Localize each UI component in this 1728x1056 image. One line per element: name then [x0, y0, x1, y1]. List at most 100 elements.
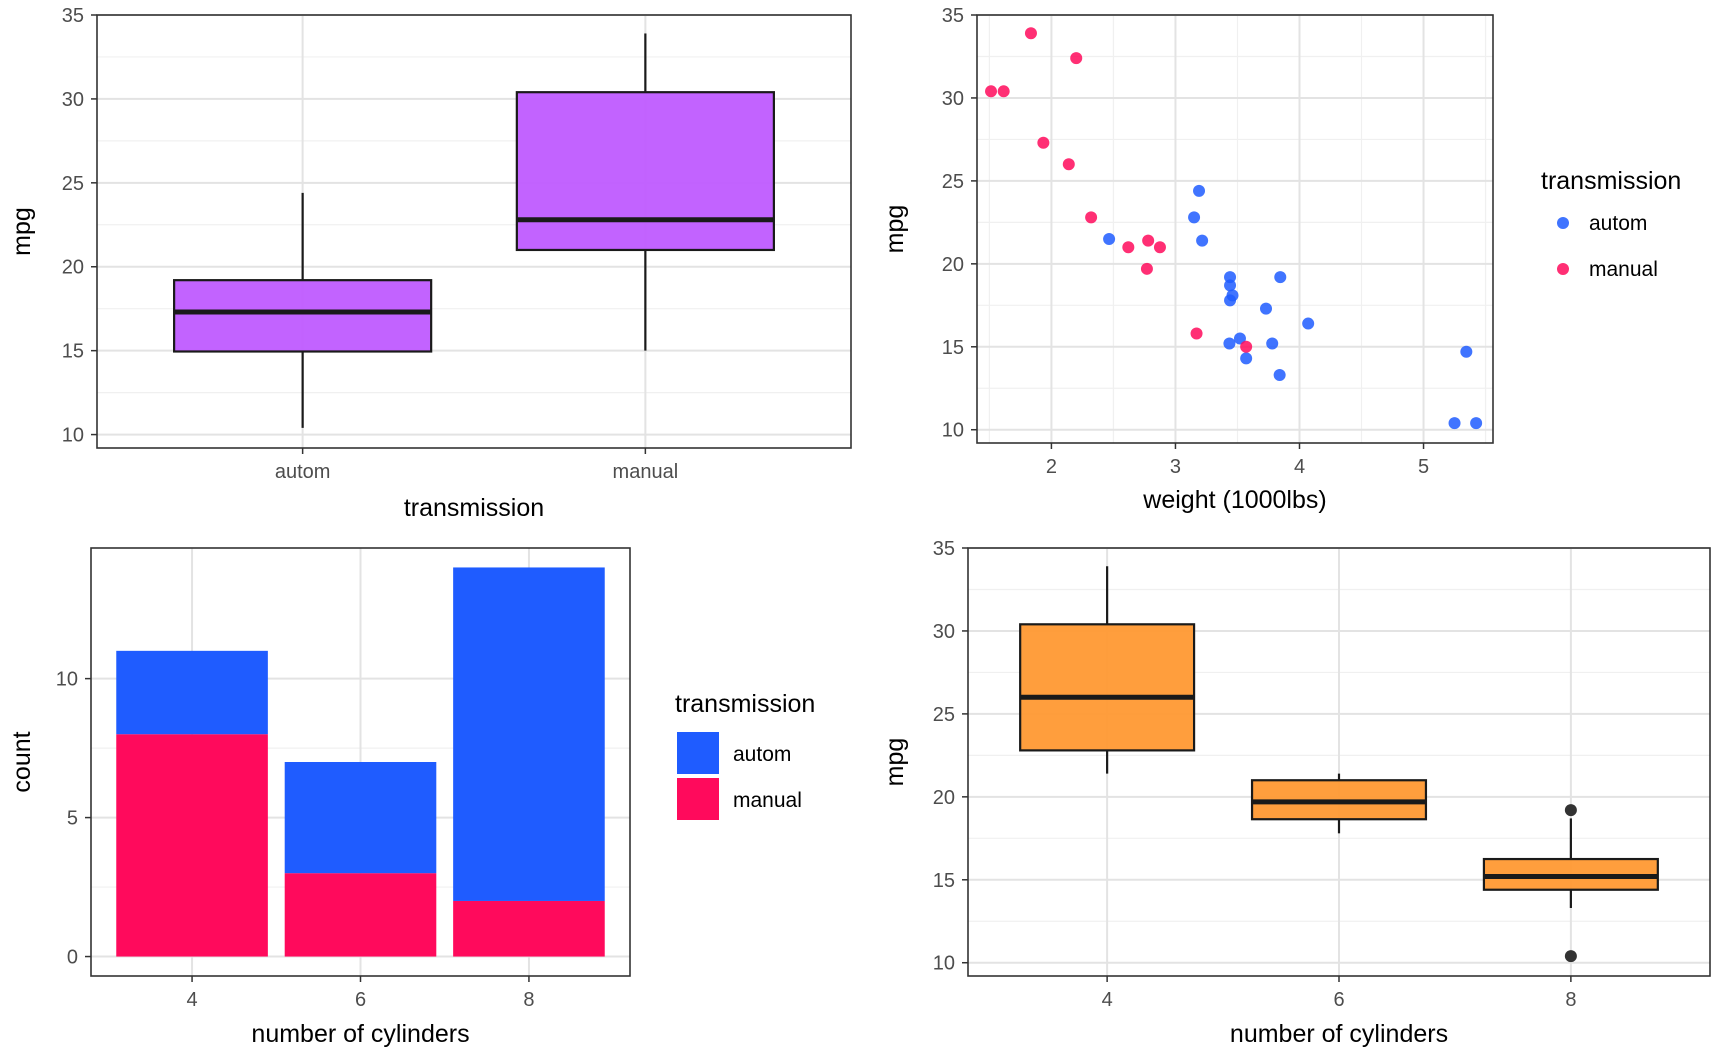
point-manual	[1024, 27, 1037, 40]
y-tick-label: 20	[942, 254, 964, 276]
point-autom	[1470, 417, 1483, 430]
panel-cylinders-boxplot: 10 15 20 25 30 35 4 6 8 number of cylinders mpg	[881, 538, 1711, 1048]
point-autom	[1266, 337, 1279, 350]
point-manual	[997, 85, 1010, 98]
legend-label-autom: autom	[1589, 212, 1647, 235]
y-axis-title: mpg	[881, 738, 909, 787]
y-tick-label: 30	[933, 621, 955, 643]
plot-background	[977, 15, 1493, 443]
outlier-point	[1564, 804, 1577, 817]
x-tick-label: autom	[275, 461, 331, 483]
panel-border	[976, 14, 1494, 444]
point-autom	[1260, 302, 1273, 315]
box-4	[1019, 623, 1196, 752]
y-axis-title: mpg	[881, 205, 909, 254]
bar-autom-6	[284, 762, 437, 874]
x-axis-title: transmission	[404, 494, 544, 522]
point-manual	[1140, 262, 1153, 275]
x-tick-label: manual	[613, 461, 679, 483]
y-axis-title: count	[8, 731, 36, 792]
point-manual	[985, 85, 998, 98]
legend-label-manual: manual	[733, 789, 802, 812]
box-autom	[173, 279, 433, 353]
bar-manual-8	[453, 900, 605, 957]
point-autom	[1448, 417, 1461, 430]
y-tick-label: 35	[62, 5, 84, 27]
x-tick-label: 6	[355, 989, 366, 1011]
point-manual	[1142, 234, 1155, 247]
y-tick-label: 25	[933, 704, 955, 726]
y-tick-label: 35	[942, 5, 964, 27]
panel-weight-scatter: 10 15 20 25 30 35 2 3 4 5 weight (1000lbs) mpg trans…	[881, 5, 1681, 514]
y-tick-label: 10	[933, 953, 955, 975]
point-manual	[1085, 211, 1098, 224]
y-tick-label: 25	[942, 171, 964, 193]
panel-cylinders-bar: 0 5 10 4 6 8 number of cylinders count transmiss…	[8, 547, 815, 1048]
y-tick-label: 10	[56, 669, 78, 691]
legend-label-manual: manual	[1589, 258, 1658, 281]
x-tick-label: 8	[1565, 989, 1576, 1011]
point-autom	[1460, 345, 1473, 358]
box-manual	[515, 91, 775, 252]
legend-key-manual	[677, 778, 719, 820]
y-tick-label: 10	[942, 420, 964, 442]
point-autom	[1103, 232, 1116, 245]
point-autom	[1224, 271, 1237, 284]
point-manual	[1190, 327, 1203, 340]
y-tick-label: 30	[942, 88, 964, 110]
x-axis-title: number of cylinders	[251, 1020, 469, 1048]
point-autom	[1193, 184, 1206, 197]
panel-transmission-boxplot: 10 15 20 25 30 35 autom manual transmission mpg	[8, 5, 852, 522]
point-manual	[1122, 241, 1135, 254]
legend-label-autom: autom	[733, 743, 791, 766]
point-autom	[1302, 317, 1315, 330]
y-tick-label: 15	[62, 341, 84, 363]
y-tick-label: 0	[67, 947, 78, 969]
point-autom	[1240, 352, 1253, 365]
point-manual	[1062, 158, 1075, 171]
y-tick-label: 20	[933, 787, 955, 809]
bar-manual-6	[284, 873, 437, 957]
point-autom	[1274, 271, 1287, 284]
bar-autom-8	[453, 567, 605, 901]
bar-autom-4	[116, 650, 268, 735]
y-tick-label: 25	[62, 173, 84, 195]
x-tick-label: 8	[523, 989, 534, 1011]
y-tick-label: 15	[942, 337, 964, 359]
x-tick-label: 3	[1170, 456, 1181, 478]
x-axis-title: weight (1000lbs)	[1142, 486, 1326, 514]
panel-border	[967, 547, 1711, 977]
point-autom	[1188, 211, 1201, 224]
point-manual	[1037, 136, 1050, 149]
point-manual	[1070, 52, 1083, 65]
point-autom	[1224, 294, 1237, 307]
x-tick-label: 2	[1046, 456, 1057, 478]
legend-title: transmission	[675, 690, 815, 718]
y-tick-label: 20	[62, 257, 84, 279]
y-tick-label: 35	[933, 538, 955, 560]
panel-border	[96, 14, 852, 449]
outlier-point	[1564, 950, 1577, 963]
y-tick-label: 5	[67, 808, 78, 830]
legend-key-manual	[1557, 263, 1569, 275]
point-manual	[1153, 241, 1166, 254]
point-autom	[1233, 332, 1246, 345]
legend-key-autom	[1557, 217, 1569, 229]
x-tick-label: 6	[1333, 989, 1344, 1011]
y-tick-label: 10	[62, 425, 84, 447]
x-tick-label: 4	[1294, 456, 1305, 478]
legend-title: transmission	[1541, 167, 1681, 195]
x-tick-label: 5	[1418, 456, 1429, 478]
point-autom	[1273, 368, 1286, 381]
y-axis-title: mpg	[8, 207, 36, 256]
x-tick-label: 4	[187, 989, 198, 1011]
x-axis-title: number of cylinders	[1230, 1020, 1448, 1048]
bar-manual-4	[116, 734, 268, 957]
point-manual	[1240, 340, 1253, 353]
panel-border	[90, 547, 631, 977]
point-autom	[1223, 337, 1236, 350]
point-autom	[1196, 234, 1209, 247]
y-tick-label: 30	[62, 89, 84, 111]
legend-key-autom	[677, 732, 719, 774]
